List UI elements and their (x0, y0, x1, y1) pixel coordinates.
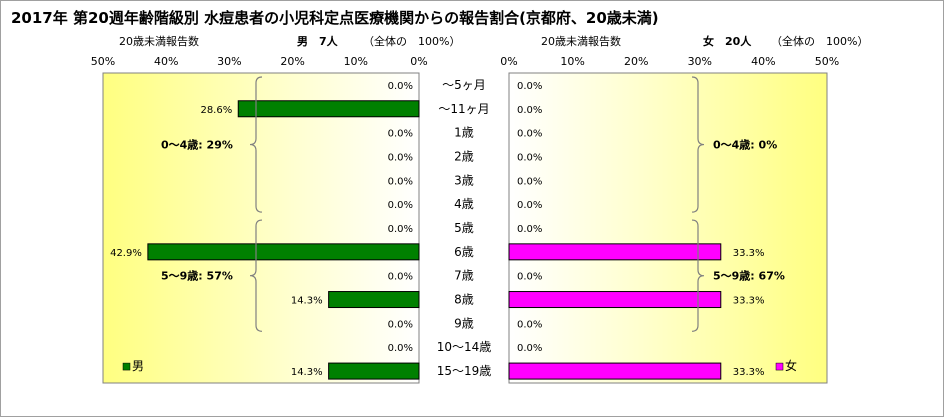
female-bar (508, 243, 722, 261)
data-labels: 0.0% 0.0% 28.6% 0.0% 0.0% 0.0% 0.0% 0.0% 0.0% 0.0… (110, 81, 764, 378)
male-tick-label: 50% (91, 55, 115, 68)
female-data-label: 0.0% (517, 129, 542, 140)
bars (147, 100, 722, 380)
male-total-note: （全体の 100%） (363, 35, 461, 48)
male-bracket-0-4 (249, 76, 263, 213)
female-data-label: 0.0% (517, 81, 542, 92)
age-category-label: ～11ヶ月 (438, 102, 489, 116)
female-data-label: 0.0% (517, 319, 542, 330)
female-data-label: 0.0% (517, 105, 542, 116)
age-category-label: 8歳 (454, 293, 474, 307)
age-category-label: 1歳 (454, 126, 474, 140)
female-legend-swatch (775, 362, 784, 371)
male-bar (237, 100, 420, 118)
male-tick-label: 20% (280, 55, 304, 68)
legend: 男女 (122, 358, 797, 373)
female-total-note: （全体の 100%） (771, 35, 869, 48)
male-ticks: 0% 10% 20% 30% 40% 50% (91, 55, 428, 68)
male-data-label: 0.0% (388, 152, 413, 163)
female-legend-label: 女 (785, 358, 797, 373)
female-tick-label: 50% (815, 55, 839, 68)
female-data-label: 33.3% (733, 248, 765, 259)
female-data-label: 0.0% (517, 224, 542, 235)
female-data-label: 33.3% (733, 367, 765, 378)
male-total-header: 男 7人 (297, 35, 338, 48)
male-data-label: 0.0% (388, 224, 413, 235)
male-data-label: 0.0% (388, 272, 413, 283)
female-group-label-0-4: 0～4歳: 0% (713, 138, 777, 152)
male-tick-label: 40% (154, 55, 178, 68)
female-total-header: 女 20人 (703, 35, 752, 48)
male-tick-label: 10% (344, 55, 368, 68)
male-bracket-5-9 (249, 219, 263, 332)
female-data-label: 0.0% (517, 343, 542, 354)
female-data-label: 0.0% (517, 200, 542, 211)
female-tick-label: 0% (500, 55, 517, 68)
age-category-label: 7歳 (454, 269, 474, 283)
male-data-label: 14.3% (291, 296, 323, 307)
male-legend-swatch (122, 362, 131, 371)
male-tick-label: 30% (217, 55, 241, 68)
male-bar (328, 362, 420, 380)
female-group-label-5-9: 5～9歳: 67% (713, 269, 785, 283)
male-data-label: 0.0% (388, 319, 413, 330)
female-bar (508, 291, 722, 309)
male-group-label-0-4: 0～4歳: 29% (161, 138, 233, 152)
female-bar (508, 362, 722, 380)
female-bracket-5-9 (691, 219, 705, 332)
male-group-label-5-9: 5～9歳: 57% (161, 269, 233, 283)
female-ticks: 0% 10% 20% 30% 40% 50% (500, 55, 839, 68)
male-bar (328, 291, 420, 309)
female-axis-label: 20歳未満報告数 (541, 35, 621, 48)
female-data-label: 0.0% (517, 272, 542, 283)
female-tick-label: 30% (688, 55, 712, 68)
male-plot-area (102, 72, 420, 384)
male-data-label: 28.6% (200, 105, 232, 116)
female-tick-label: 20% (624, 55, 648, 68)
male-data-label: 0.0% (388, 81, 413, 92)
male-data-label: 14.3% (291, 367, 323, 378)
group-brackets: 0～4歳: 29% 5～9歳: 57% 0～4歳: 0% 5～9歳: 67% (161, 76, 785, 332)
male-tick-label: 0% (410, 55, 427, 68)
age-category-label: 3歳 (454, 173, 474, 187)
male-data-label: 0.0% (388, 176, 413, 187)
age-labels: ～5ヶ月 ～11ヶ月 1歳 2歳 3歳 4歳 5歳 6歳 7歳 8歳 9歳 10～14歳 15～19歳 (437, 78, 492, 378)
age-category-label: 10～14歳 (437, 340, 492, 354)
male-axis-label: 20歳未満報告数 (119, 35, 199, 48)
age-category-label: ～5ヶ月 (442, 78, 486, 92)
age-category-label: 9歳 (454, 316, 474, 330)
female-data-label: 0.0% (517, 176, 542, 187)
male-data-label: 0.0% (388, 200, 413, 211)
female-plot-area (508, 72, 828, 384)
age-category-label: 5歳 (454, 221, 474, 235)
age-category-label: 4歳 (454, 197, 474, 211)
age-category-label: 2歳 (454, 149, 474, 163)
male-data-label: 42.9% (110, 248, 142, 259)
male-legend-label: 男 (132, 359, 144, 373)
female-data-label: 0.0% (517, 152, 542, 163)
male-data-label: 0.0% (388, 343, 413, 354)
female-tick-label: 10% (560, 55, 584, 68)
age-category-label: 15～19歳 (437, 364, 492, 378)
male-bar (147, 243, 420, 261)
chart-title: 2017年 第20週年齢階級別 水痘患者の小児科定点医療機関からの報告割合(京都… (11, 9, 659, 27)
female-bracket-0-4 (691, 76, 705, 213)
female-data-label: 33.3% (733, 296, 765, 307)
age-category-label: 6歳 (454, 245, 474, 259)
female-tick-label: 40% (751, 55, 775, 68)
male-data-label: 0.0% (388, 129, 413, 140)
